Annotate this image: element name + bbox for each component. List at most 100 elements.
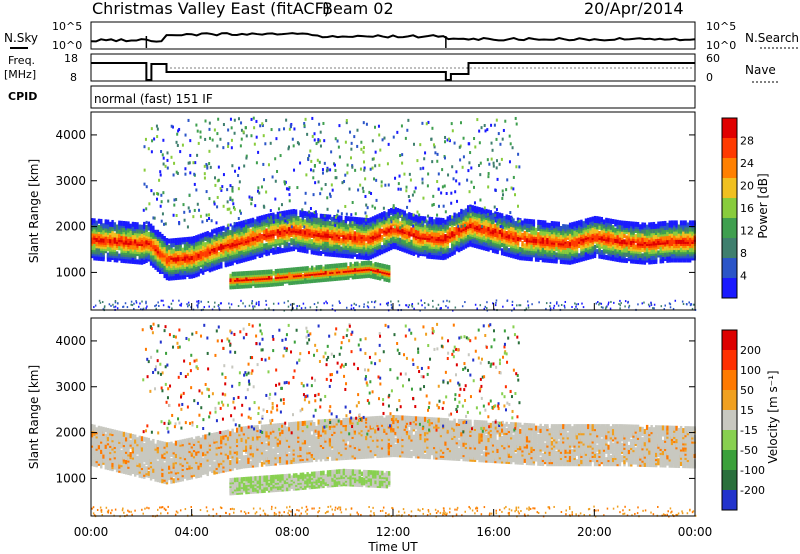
power-lower-cell	[272, 278, 275, 283]
power-scatter	[183, 218, 186, 222]
power-lower-cell	[347, 266, 350, 271]
power-cell	[299, 234, 302, 240]
power-cell	[485, 208, 488, 214]
power-cell	[428, 233, 431, 239]
power-cell	[598, 239, 601, 245]
power-cell	[360, 225, 363, 231]
power-cell	[428, 216, 431, 222]
power-cell	[654, 252, 658, 258]
power-cell	[639, 224, 642, 230]
power-cell	[181, 274, 184, 280]
power-cell	[544, 253, 547, 259]
power-cell	[410, 243, 413, 249]
power-cell	[410, 227, 413, 233]
power-lower-cell	[236, 271, 239, 277]
power-cell	[181, 247, 184, 253]
power-cell	[172, 238, 175, 244]
power-scatter	[508, 134, 511, 138]
power-cell	[365, 242, 368, 248]
power-cell	[260, 233, 264, 239]
power-cell	[301, 229, 305, 235]
power-scatter	[463, 223, 466, 227]
power-cell	[491, 229, 495, 235]
power-scatter	[450, 191, 453, 195]
power-cell	[433, 254, 436, 260]
power-cell	[111, 219, 114, 225]
power-cell	[593, 215, 597, 221]
power-cell	[134, 234, 137, 240]
power-cell	[466, 229, 470, 235]
power-cell	[179, 237, 182, 243]
power-cell	[598, 230, 601, 236]
power-cell	[292, 246, 295, 252]
power-scatter	[506, 178, 509, 182]
power-cell	[240, 220, 243, 226]
power-cell	[473, 238, 477, 244]
power-cell	[478, 231, 481, 237]
power-cell	[435, 231, 438, 237]
power-cell	[380, 234, 384, 240]
power-cell	[351, 216, 354, 222]
power-cell	[396, 214, 400, 220]
power-scatter	[409, 178, 412, 182]
power-cell	[589, 223, 592, 229]
power-scatter	[229, 223, 232, 227]
power-cell	[340, 246, 343, 252]
power-cell	[204, 235, 207, 241]
power-lower-cell	[351, 263, 355, 269]
power-cell	[575, 258, 579, 264]
power-lower-cell	[340, 262, 343, 268]
power-cell	[371, 222, 375, 228]
power-cell	[544, 230, 547, 236]
power-cell	[464, 243, 468, 249]
power-lower-cell	[233, 284, 237, 290]
power-cell	[340, 238, 343, 244]
power-cell	[376, 214, 379, 220]
power-cell	[351, 228, 354, 234]
power-cell	[571, 222, 574, 228]
power-lower-cell	[353, 267, 357, 272]
power-cell	[471, 227, 474, 233]
power-cell	[201, 240, 205, 246]
power-cell	[231, 225, 234, 231]
power-cell	[677, 224, 681, 230]
power-cell	[691, 220, 694, 226]
power-cell	[457, 212, 461, 218]
power-scatter	[495, 137, 498, 141]
power-cell	[654, 223, 658, 229]
power-scatter	[474, 145, 477, 149]
power-cell	[297, 220, 300, 226]
power-cell	[673, 230, 676, 236]
power-scatter	[254, 204, 257, 208]
power-cell	[537, 248, 540, 254]
power-cell	[593, 244, 597, 250]
power-cell	[118, 245, 121, 251]
power-cell	[353, 225, 357, 231]
power-cell	[109, 221, 112, 227]
power-cell	[387, 217, 391, 223]
power-scatter	[427, 214, 430, 218]
power-scatter	[177, 129, 180, 133]
power-scatter	[336, 139, 339, 143]
power-cell	[247, 235, 250, 241]
power-cell	[410, 212, 413, 218]
power-scatter	[196, 202, 199, 206]
power-cell	[661, 243, 665, 249]
power-scatter	[229, 117, 232, 121]
power-cell	[630, 254, 633, 260]
power-cell	[571, 248, 574, 254]
power-cell	[482, 208, 486, 214]
power-cell	[444, 219, 447, 225]
power-scatter	[422, 166, 425, 170]
power-cell	[514, 243, 517, 249]
power-cell	[220, 230, 223, 236]
power-cell	[136, 222, 139, 228]
power-cell	[163, 246, 166, 252]
power-cell	[596, 232, 599, 238]
power-cell	[211, 229, 214, 235]
power-scatter	[431, 160, 434, 164]
nsky-trace	[90, 32, 696, 48]
power-cell	[516, 252, 520, 258]
power-cell	[385, 234, 388, 240]
power-cell	[625, 258, 628, 264]
